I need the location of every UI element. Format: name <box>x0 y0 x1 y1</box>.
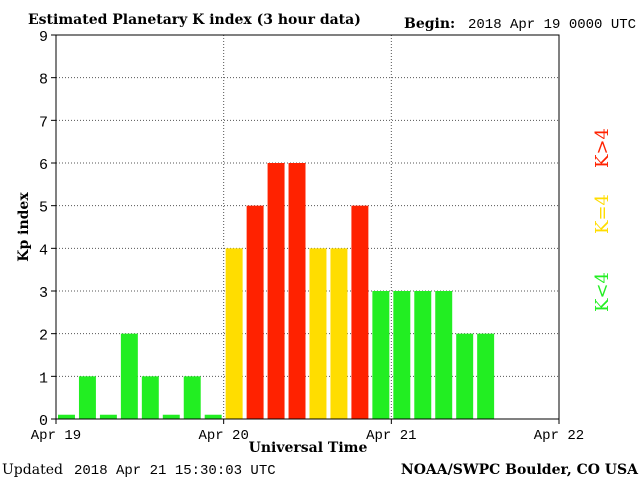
y-tick-label: 6 <box>39 157 48 174</box>
kp-bar <box>183 376 201 419</box>
grid-lines <box>56 35 559 419</box>
kp-bar <box>393 291 411 419</box>
kp-bar <box>351 205 369 419</box>
x-tick-label: Apr 22 <box>534 428 584 444</box>
kp-bar <box>99 414 117 419</box>
kp-bar <box>204 414 222 419</box>
kp-bar <box>288 163 306 419</box>
kp-bar <box>330 248 348 419</box>
kp-bar <box>162 414 180 419</box>
kp-bar <box>78 376 96 419</box>
legend-low: K<4 <box>592 272 613 312</box>
credit-text: NOAA/SWPC Boulder, CO USA <box>401 462 639 478</box>
y-tick-label: 5 <box>39 200 48 217</box>
kp-bar <box>435 291 453 419</box>
y-tick-label: 3 <box>39 285 48 302</box>
kp-bar <box>58 414 75 419</box>
y-tick-label: 7 <box>39 114 48 131</box>
kp-bar <box>477 333 495 419</box>
x-tick-label: Apr 21 <box>366 428 416 444</box>
kp-bar <box>372 291 390 419</box>
begin-value: 2018 Apr 19 0000 UTC <box>468 17 636 33</box>
chart-title: Estimated Planetary K index (3 hour data… <box>28 12 361 28</box>
y-tick-label: 2 <box>39 328 48 345</box>
y-tick-label: 8 <box>39 72 48 89</box>
begin-label: Begin: <box>404 16 455 32</box>
y-tick-label: 9 <box>39 29 48 46</box>
x-axis-label: Universal Time <box>249 440 368 456</box>
y-tick-label: 4 <box>39 242 48 259</box>
updated-label: Updated <box>2 462 63 478</box>
y-axis-label: Kp index <box>16 192 32 262</box>
y-axis-ticks: 0 1 2 3 4 5 6 7 8 9 <box>39 29 56 430</box>
x-tick-label: Apr 19 <box>31 428 81 444</box>
plot-frame <box>55 34 560 420</box>
x-tick-label: Apr 20 <box>198 428 248 444</box>
legend-high: K>4 <box>592 128 613 168</box>
kp-bar <box>309 248 327 419</box>
legend-mid: K=4 <box>592 194 613 234</box>
kp-bar <box>267 163 285 419</box>
y-tick-label: 0 <box>39 413 48 430</box>
kp-bar <box>141 376 159 419</box>
bar-series <box>58 163 495 419</box>
kp-bar <box>225 248 243 419</box>
updated-value: 2018 Apr 21 15:30:03 UTC <box>74 463 276 479</box>
kp-bar <box>456 333 474 419</box>
y-tick-label: 1 <box>39 370 48 387</box>
x-axis-ticks: Apr 19 Apr 20 Apr 21 Apr 22 <box>31 419 584 444</box>
kp-bar <box>120 333 138 419</box>
kp-bar <box>414 291 432 419</box>
kp-bar <box>246 205 264 419</box>
